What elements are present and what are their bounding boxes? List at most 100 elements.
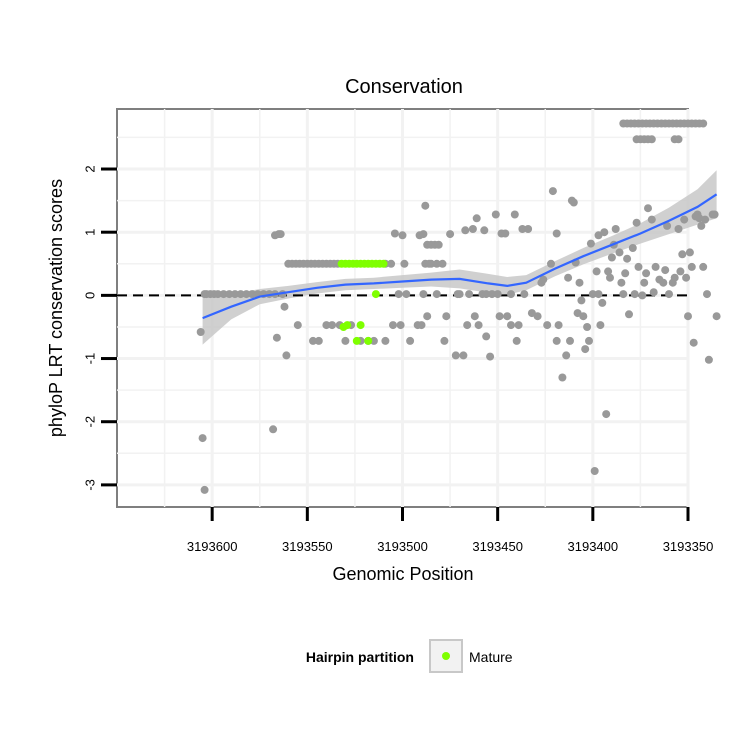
- data-point: [524, 225, 533, 233]
- data-point: [607, 253, 616, 262]
- mature-point: [379, 259, 388, 268]
- data-point: [369, 336, 378, 345]
- data-point: [670, 273, 679, 282]
- data-point: [514, 321, 523, 330]
- y-tick-label: -1: [82, 353, 97, 365]
- data-point: [577, 296, 586, 305]
- data-point: [699, 119, 708, 128]
- data-point: [474, 321, 483, 330]
- data-point: [583, 323, 592, 331]
- data-point: [632, 218, 641, 227]
- data-point: [461, 226, 470, 235]
- data-point: [649, 288, 658, 297]
- smooth-line: [202, 193, 718, 320]
- data-point: [242, 290, 251, 299]
- y-tick-label: -3: [82, 479, 97, 491]
- smooth-line-layer: [202, 193, 718, 320]
- data-point: [644, 204, 652, 213]
- x-tick-label: 3193500: [377, 539, 428, 554]
- data-point: [638, 291, 647, 300]
- data-point: [518, 225, 527, 233]
- data-point: [634, 262, 643, 271]
- data-point: [630, 290, 639, 299]
- data-point: [680, 215, 689, 224]
- data-point: [400, 259, 409, 268]
- data-point: [276, 230, 285, 239]
- data-point: [575, 278, 584, 287]
- data-point: [651, 262, 660, 271]
- y-tick-label: 1: [82, 229, 97, 236]
- y-axis-title: phyloP LRT conservation scores: [46, 179, 66, 437]
- data-point: [501, 229, 510, 238]
- data-point: [225, 290, 234, 299]
- data-point: [512, 336, 521, 345]
- data-point: [432, 290, 441, 299]
- y-tick-label: 0: [82, 292, 97, 299]
- data-point: [647, 215, 656, 224]
- data-points: [196, 119, 721, 494]
- data-point: [547, 259, 555, 268]
- data-point: [438, 259, 447, 268]
- data-point: [689, 338, 698, 347]
- data-point: [309, 336, 317, 345]
- data-point: [625, 310, 633, 319]
- data-point: [200, 485, 209, 494]
- data-point: [482, 290, 491, 299]
- data-point: [552, 229, 561, 238]
- data-point: [440, 336, 449, 345]
- mature-point: [352, 336, 361, 345]
- mature-point: [356, 321, 365, 330]
- data-point: [676, 267, 685, 276]
- data-point: [341, 336, 350, 345]
- data-point: [628, 244, 637, 252]
- data-point: [314, 336, 323, 345]
- data-point: [213, 290, 222, 299]
- data-point: [674, 135, 683, 144]
- data-point: [697, 221, 706, 230]
- data-point: [566, 336, 574, 345]
- data-point: [558, 373, 567, 382]
- data-point: [398, 231, 407, 240]
- data-point: [465, 290, 474, 299]
- data-point: [198, 434, 207, 443]
- data-point: [579, 312, 588, 321]
- data-point: [674, 225, 683, 233]
- data-point: [248, 290, 257, 299]
- data-point: [472, 214, 481, 223]
- data-point: [470, 312, 479, 321]
- data-point: [600, 228, 609, 237]
- data-point: [543, 321, 552, 330]
- data-point: [596, 321, 605, 330]
- data-point: [272, 333, 281, 342]
- data-point: [486, 352, 495, 361]
- data-point: [463, 321, 472, 330]
- x-tick-label: 3193350: [663, 539, 714, 554]
- data-point: [552, 336, 561, 345]
- x-tick-label: 3193400: [568, 539, 619, 554]
- data-point: [451, 351, 460, 360]
- data-point: [432, 259, 441, 268]
- data-point: [293, 321, 302, 330]
- data-point: [389, 321, 397, 330]
- legend-key-mature-dot: [442, 652, 450, 660]
- x-tick-label: 3193550: [282, 539, 333, 554]
- data-point: [703, 290, 711, 299]
- data-point: [701, 215, 710, 224]
- y-tick-label: -2: [82, 416, 97, 428]
- data-point: [394, 290, 403, 299]
- mature-point: [371, 290, 380, 299]
- data-point: [442, 312, 451, 321]
- data-point: [590, 467, 599, 475]
- data-point: [617, 278, 626, 287]
- data-point: [663, 221, 672, 230]
- data-point: [219, 290, 228, 299]
- data-point: [480, 226, 489, 235]
- data-point: [533, 312, 542, 321]
- data-point: [685, 248, 694, 257]
- data-point: [406, 336, 415, 345]
- data-point: [328, 321, 337, 330]
- data-point: [611, 225, 620, 233]
- data-point: [459, 351, 468, 360]
- data-point: [562, 351, 571, 360]
